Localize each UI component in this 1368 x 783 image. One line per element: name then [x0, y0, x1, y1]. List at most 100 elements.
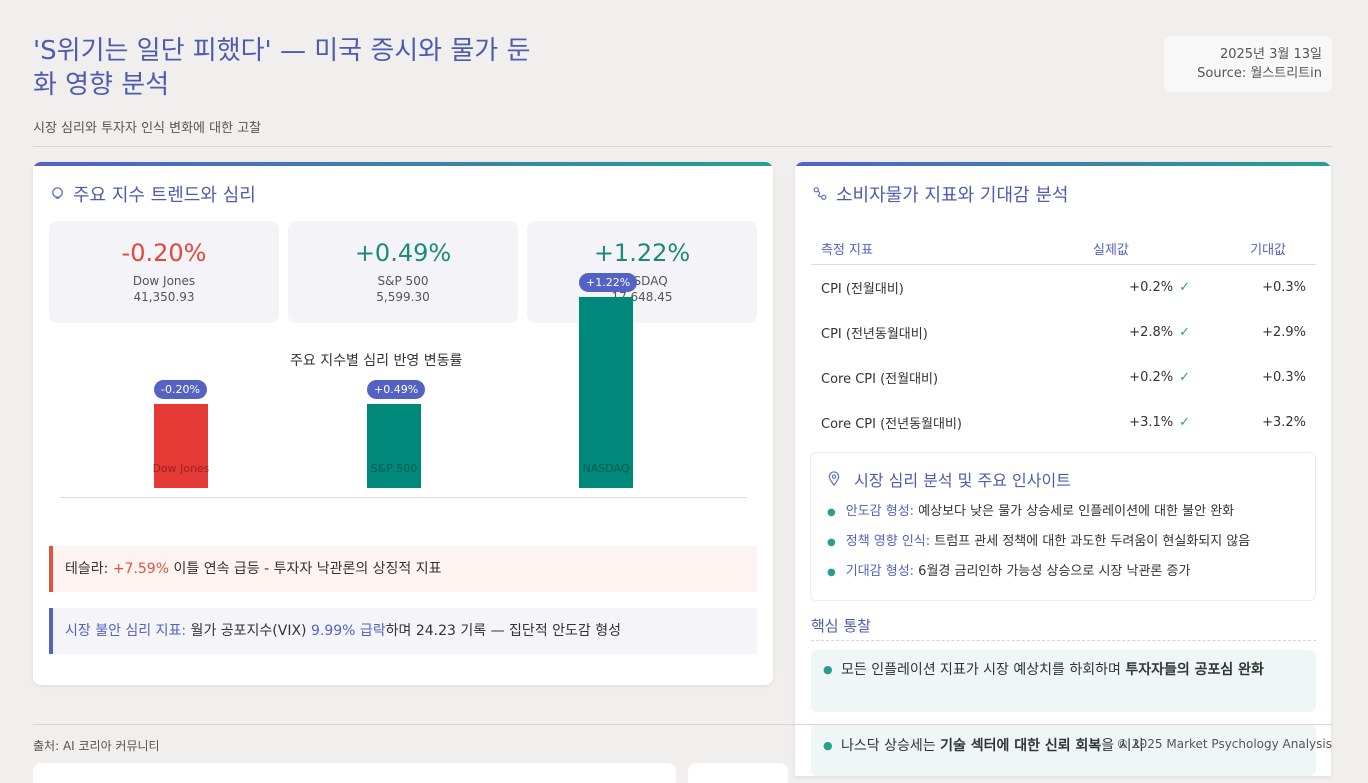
actual-cell: +3.1% ✓: [1092, 400, 1204, 445]
insight-text: 트럼프 관세 정책에 대한 과도한 두려움이 현실화되지 않음: [930, 534, 1251, 549]
list-item: ● 정책 영향 인식: 트럼프 관세 정책에 대한 과도한 두려움이 현실화되지 …: [827, 534, 1251, 549]
stat-value: -0.20%: [121, 239, 207, 267]
footer-copyright: © 2025 Market Psychology Analysis: [1116, 737, 1332, 751]
bar-data-label: +1.22%: [579, 273, 638, 293]
vix-note: 시장 불안 심리 지표: 월가 공포지수(VIX) 9.99% 급락하며 24.…: [49, 608, 757, 654]
tesla-change: +7.59%: [112, 561, 170, 577]
pin-icon: [827, 471, 846, 490]
header-divider: [33, 146, 1332, 147]
tesla-note: 테슬라: +7.59% 이틀 연속 급등 - 투자자 낙관론의 상징적 지표: [49, 546, 757, 592]
cpi-title-text: 소비자물가 지표와 기대감 분석: [836, 185, 1069, 206]
insight-key: 정책 영향 인식:: [845, 534, 931, 549]
stat-price: 41,350.93: [133, 290, 195, 304]
actual-value: +0.2%: [1129, 280, 1174, 295]
report-date: 2025년 3월 13일: [1219, 47, 1322, 62]
bar-data-label: +0.49%: [367, 380, 426, 399]
insight-title: 시장 심리 분석 및 주요 인사이트: [827, 467, 1071, 491]
bar-category-label: S&P 500: [370, 462, 418, 475]
insight-box: 시장 심리 분석 및 주요 인사이트 ● 안도감 형성: 예상보다 낮은 물가 상…: [810, 452, 1316, 601]
index-trend-title-text: 주요 지수 트렌드와 심리: [73, 185, 256, 206]
cpi-table-body: CPI (전월대비) +0.2% ✓ +0.3% CPI (전년동월대비) +2.8% ✓ +…: [811, 265, 1316, 446]
stat-value: +1.22%: [593, 239, 691, 267]
expected-cell: +0.3%: [1262, 280, 1306, 295]
core-post: 을 시사: [1101, 738, 1145, 754]
table-row: CPI (전년동월대비) +2.8% ✓ +2.9%: [811, 310, 1316, 355]
actual-cell: +2.8% ✓: [1092, 310, 1204, 355]
core-text: 모든 인플레이션 지표가 시장 예상치를 하회하며: [841, 662, 1126, 678]
col-expected: 기대값: [1204, 232, 1316, 265]
list-item: ● 안도감 형성: 예상보다 낮은 물가 상승세로 인플레이션에 대한 불안 완화: [827, 504, 1235, 519]
core-bold: 투자자들의 공포심 완화: [1125, 662, 1264, 678]
expected-cell: +2.9%: [1262, 325, 1306, 340]
actual-cell: +0.2% ✓: [1092, 265, 1204, 311]
route-icon: [812, 186, 828, 205]
insight-text: 6월경 금리인하 가능성 상승으로 시장 낙관론 증가: [914, 564, 1191, 579]
core-bold: 기술 섹터에 대한 신뢰 회복: [940, 738, 1102, 754]
report-source: Source: 월스트리트in: [1197, 66, 1322, 81]
actual-value: +3.1%: [1129, 415, 1174, 430]
actual-cell: +0.2% ✓: [1092, 355, 1204, 400]
page-subtitle: 시장 심리와 투자자 인식 변화에 대한 고찰: [33, 121, 262, 136]
chart-axis: [60, 497, 747, 498]
stat-name: S&P 500: [377, 274, 429, 288]
bar-category-label: Dow Jones: [152, 462, 210, 475]
insight-list: ● 안도감 형성: 예상보다 낮은 물가 상승세로 인플레이션에 대한 불안 완화…: [827, 497, 1250, 587]
check-icon: ✓: [1179, 415, 1190, 430]
stat-name: NASDAQ: [616, 274, 668, 288]
insight-key: 안도감 형성:: [845, 504, 915, 519]
core-item: ● 모든 인플레이션 지표가 시장 예상치를 하회하며 투자자들의 공포심 완화: [811, 650, 1316, 712]
stat-value: +0.49%: [354, 239, 452, 267]
vix-change: 9.99% 급락: [310, 623, 386, 639]
stat-name: Dow Jones: [132, 274, 196, 288]
metric-cell: CPI (전월대비): [821, 282, 904, 297]
table-header-row: 측정 지표 실제값 기대값: [811, 232, 1316, 265]
bottom-card-right: [688, 763, 788, 783]
vix-text: 하며 24.23 기록 — 집단적 안도감 형성: [385, 623, 621, 639]
col-actual: 실제값: [1092, 232, 1204, 265]
bottom-card-left: [33, 763, 676, 783]
meta-box: 2025년 3월 13일 Source: 월스트리트in: [1164, 36, 1332, 92]
vix-pre: 월가 공포지수(VIX): [186, 623, 311, 639]
page-title: 'S위기는 일단 피했다' — 미국 증시와 물가 둔화 영향 분석: [33, 36, 531, 100]
bar-s-p-500: [367, 404, 421, 488]
card-accent-bar: [33, 162, 773, 166]
lightbulb-icon: [50, 186, 65, 205]
list-item: ● 기대감 형성: 6월경 금리인하 가능성 상승으로 시장 낙관론 증가: [827, 564, 1191, 579]
expected-cell: +0.3%: [1262, 370, 1306, 385]
footer-source: 출처: AI 코리아 커뮤니티: [33, 739, 160, 753]
tesla-label: 테슬라:: [65, 561, 109, 577]
table-row: Core CPI (전월대비) +0.2% ✓ +0.3%: [811, 355, 1316, 400]
tesla-text: 이틀 연속 급등 - 투자자 낙관론의 상징적 지표: [169, 561, 442, 577]
expected-cell: +3.2%: [1262, 415, 1306, 430]
metric-cell: Core CPI (전년동월대비): [821, 417, 963, 432]
check-icon: ✓: [1179, 325, 1190, 340]
insight-text: 예상보다 낮은 물가 상승세로 인플레이션에 대한 불안 완화: [914, 504, 1235, 519]
card-accent-bar: [795, 162, 1331, 166]
chart-title: 주요 지수별 심리 반영 변동률: [290, 353, 463, 369]
col-metric: 측정 지표: [811, 232, 1092, 265]
stat-price: 5,599.30: [376, 290, 430, 304]
stat-nasdaq: +1.22% NASDAQ 17,648.45: [527, 221, 757, 323]
cpi-title: 소비자물가 지표와 기대감 분석: [812, 181, 1068, 207]
metric-cell: CPI (전년동월대비): [821, 327, 928, 342]
bar-category-label: NASDAQ: [582, 462, 630, 475]
core-text: 나스닥 상승세는: [841, 738, 941, 754]
stat-dow: -0.20% Dow Jones 41,350.93: [49, 221, 279, 323]
actual-value: +2.8%: [1129, 325, 1174, 340]
cpi-table: 측정 지표 실제값 기대값 CPI (전월대비) +0.2% ✓ +0.3% CPI (…: [811, 232, 1316, 445]
stat-price: 17,648.45: [611, 290, 673, 304]
bar-data-label: -0.20%: [154, 380, 207, 399]
bar-nasdaq: [579, 297, 633, 488]
core-divider: [811, 640, 1316, 641]
footer-divider: [33, 724, 1332, 725]
insight-key: 기대감 형성:: [845, 564, 915, 579]
vix-label: 시장 불안 심리 지표:: [65, 623, 187, 639]
stat-sp500: +0.49% S&P 500 5,599.30: [288, 221, 518, 323]
table-row: Core CPI (전년동월대비) +3.1% ✓ +3.2%: [811, 400, 1316, 445]
actual-value: +0.2%: [1129, 370, 1174, 385]
insight-title-text: 시장 심리 분석 및 주요 인사이트: [854, 471, 1071, 490]
check-icon: ✓: [1179, 370, 1190, 385]
table-row: CPI (전월대비) +0.2% ✓ +0.3%: [811, 265, 1316, 311]
core-item: ● 나스닥 상승세는 기술 섹터에 대한 신뢰 회복을 시사: [811, 724, 1316, 776]
bar-dow-jones: [154, 404, 208, 488]
